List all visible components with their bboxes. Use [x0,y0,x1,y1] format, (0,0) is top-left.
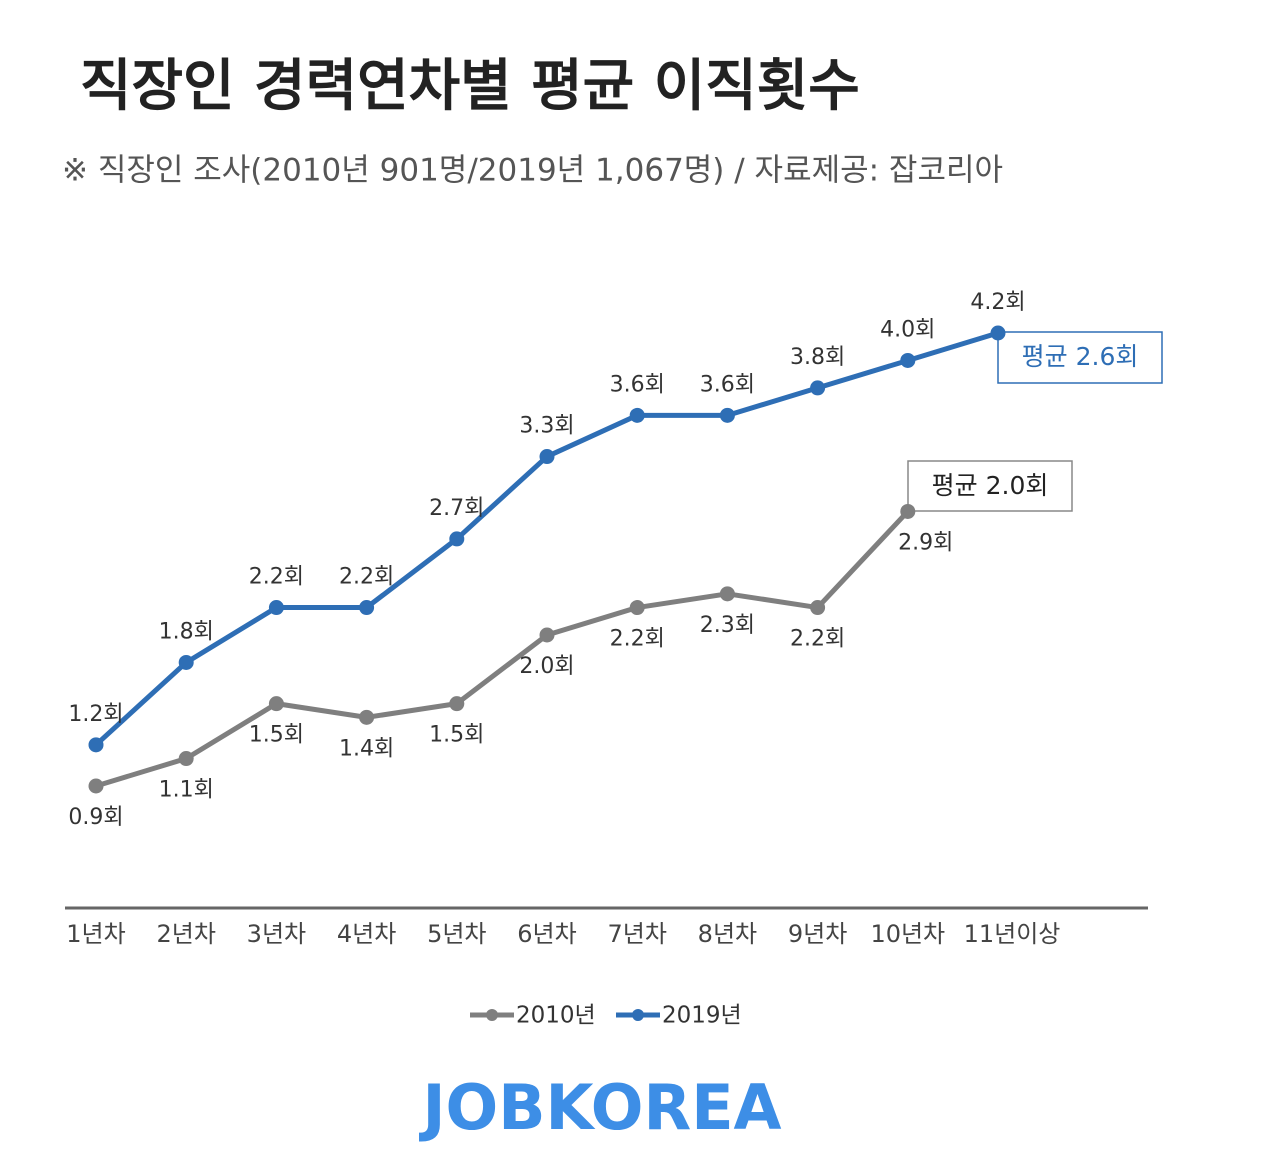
x-tick-label: 6년차 [517,920,576,948]
data-point [178,654,194,670]
data-label: 1.4회 [339,736,394,761]
data-label: 4.0회 [880,317,935,342]
data-point [359,600,375,616]
data-label: 2.2회 [610,627,665,652]
data-point [810,600,826,616]
data-point [719,407,735,423]
data-label: 1.8회 [159,619,214,644]
data-point [449,531,465,547]
annotation: 평균 2.0회 [932,471,1049,500]
data-label: 3.8회 [790,345,845,370]
data-point [178,751,194,767]
x-tick-label: 10년차 [870,920,945,948]
x-tick-label: 1년차 [66,920,125,948]
data-label: 2.9회 [898,530,953,555]
annotation-box [997,331,1163,384]
data-point [268,696,284,712]
data-point [449,696,465,712]
legend-marker [632,1009,644,1021]
data-point [268,600,284,616]
x-tick-label: 3년차 [247,920,306,948]
annotation-box [907,460,1073,512]
data-point [900,352,916,368]
data-label: 1.1회 [159,778,214,803]
x-tick-label: 4년차 [337,920,396,948]
data-label: 0.9회 [68,805,123,830]
chart-title: 직장인 경력연차별 평균 이직횟수 [80,54,860,119]
data-label: 2.2회 [790,627,845,652]
data-point [629,407,645,423]
data-point [88,778,104,794]
chart-subtitle: ※ 직장인 조사(2010년 901명/2019년 1,067명) / 자료제공… [62,153,1003,189]
x-tick-label: 5년차 [427,920,486,948]
data-label: 2.7회 [429,496,484,521]
x-tick-label: 2년차 [156,920,215,948]
data-point [629,600,645,616]
legend-label: 2010년 [516,1003,596,1029]
data-point [719,586,735,602]
data-point [88,737,104,753]
data-label: 1.5회 [249,723,304,748]
data-label: 3.6회 [700,372,755,397]
logo: JOBKOREA [418,1071,781,1144]
data-point [810,380,826,396]
legend-label: 2019년 [662,1003,742,1029]
data-point [359,709,375,725]
data-label: 1.5회 [429,723,484,748]
data-point [539,627,555,643]
series-line [94,330,999,747]
series-line [95,509,910,789]
data-label: 3.6회 [610,372,665,397]
data-point [539,449,555,465]
data-label: 4.2회 [970,290,1025,315]
data-point [990,325,1006,341]
x-tick-label: 8년차 [698,920,757,948]
data-label: 2.2회 [249,565,304,590]
legend-marker [486,1009,498,1021]
data-label: 3.3회 [519,414,574,439]
x-tick-label: 11년이상 [964,920,1061,948]
data-label: 2.3회 [700,613,755,638]
annotation: 평균 2.6회 [1022,342,1139,371]
data-point [900,503,916,519]
data-label: 2.0회 [519,654,574,679]
x-tick-label: 9년차 [788,920,847,948]
data-label: 2.2회 [339,565,394,590]
x-tick-label: 7년차 [607,920,666,948]
data-label: 1.2회 [68,702,123,727]
